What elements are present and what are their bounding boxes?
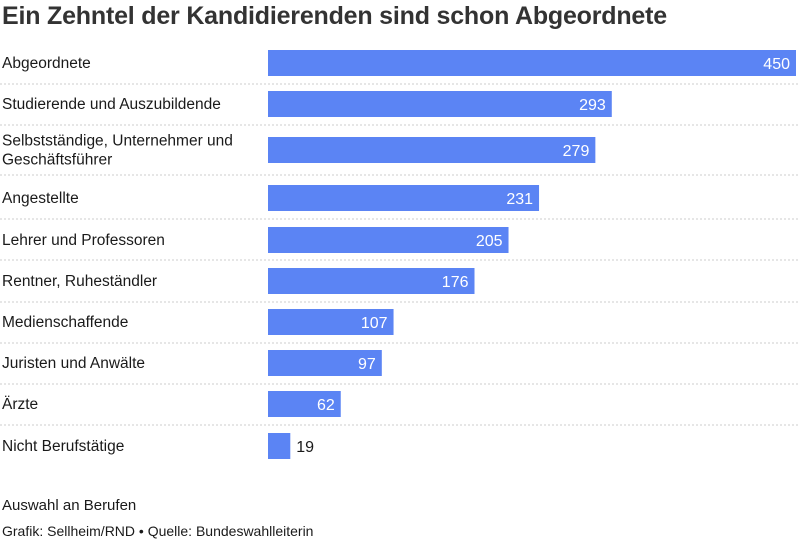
value-label: 279 [563, 143, 590, 160]
value-label: 293 [579, 97, 606, 114]
value-label: 205 [476, 233, 503, 250]
value-label: 107 [361, 315, 388, 332]
category-label: Juristen und Anwälte [2, 355, 145, 372]
bar-chart: Abgeordnete 450 Studierende und Auszubilde… [0, 50, 800, 459]
bar [268, 350, 382, 376]
category-label: Rentner, Ruheständler [2, 273, 157, 290]
bar [268, 227, 509, 253]
category-label: Geschäftsführer [2, 152, 112, 169]
bar [268, 137, 596, 163]
bar [268, 433, 291, 459]
footer-note: Auswahl an Berufen [2, 497, 137, 514]
category-label: Lehrer und Professoren [2, 232, 165, 249]
category-label: Medienschaffende [2, 314, 128, 331]
value-label: 231 [506, 191, 533, 208]
bar [268, 391, 341, 417]
category-label: Angestellte [2, 190, 79, 207]
bar [268, 268, 475, 294]
category-label: Selbstständige, Unternehmer und [2, 133, 233, 150]
chart-title: Ein Zehntel der Kandidierenden sind scho… [2, 2, 667, 30]
category-label: Ärzte [2, 396, 38, 413]
value-label: 97 [358, 356, 376, 373]
footer-source: Grafik: Sellheim/RND • Quelle: Bundeswah… [2, 523, 314, 539]
category-label: Abgeordnete [2, 55, 91, 72]
bar [268, 309, 394, 335]
value-label: 62 [317, 397, 335, 414]
bar [268, 50, 796, 76]
category-label: Studierende und Auszubildende [2, 96, 221, 113]
value-label: 19 [296, 439, 314, 456]
value-label: 450 [763, 56, 790, 73]
bar [268, 91, 612, 117]
value-label: 176 [442, 274, 469, 291]
bar [268, 185, 540, 211]
category-label: Nicht Berufstätige [2, 438, 124, 455]
